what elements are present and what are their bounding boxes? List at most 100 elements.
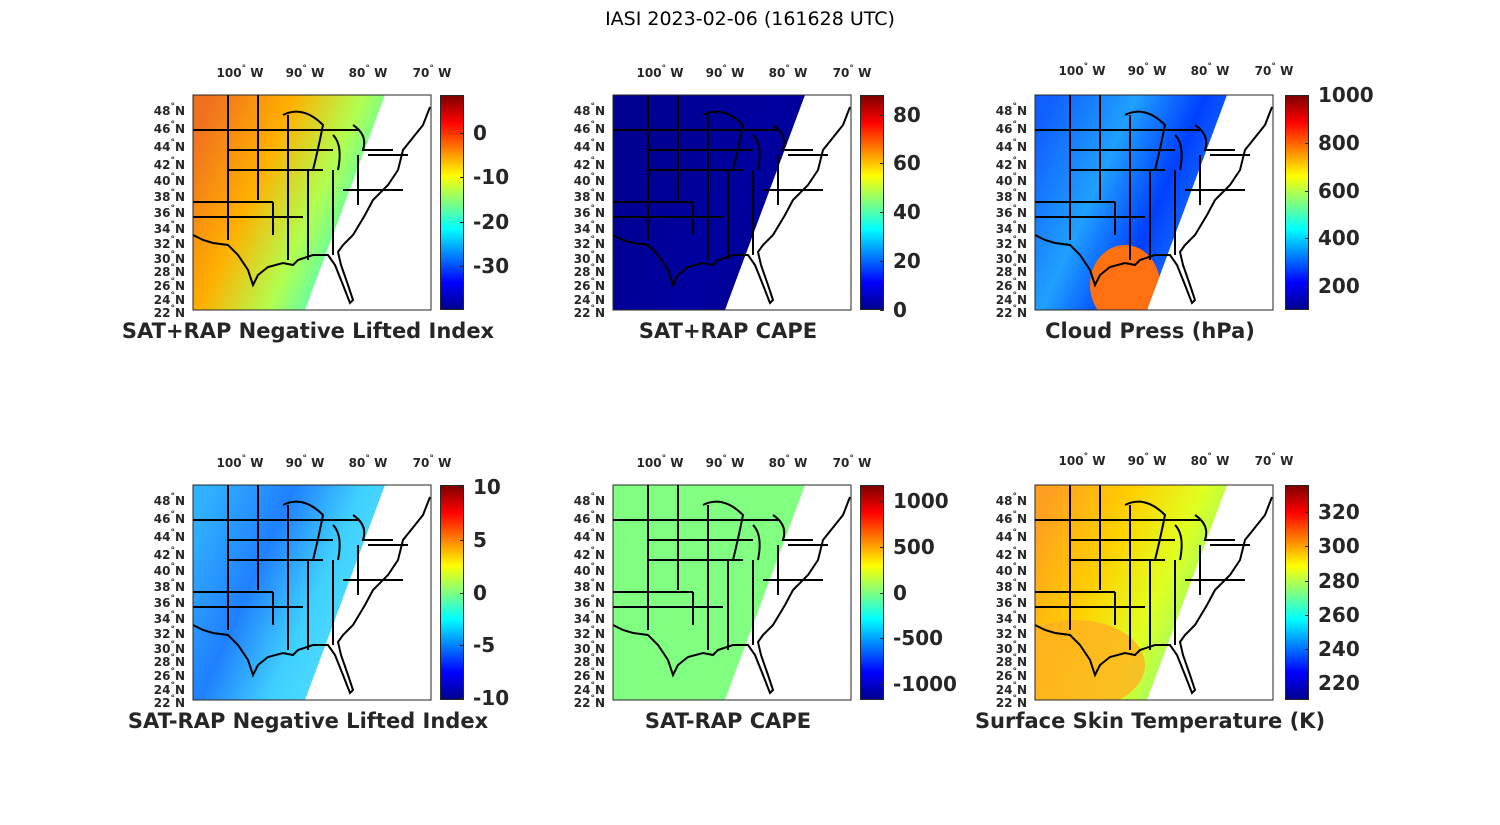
state-borders [612,485,851,695]
degree-symbol: ° [170,291,175,301]
degree-symbol: ° [1012,578,1017,588]
degree-symbol: ° [170,667,175,677]
latitude-label: 32°N [555,234,605,250]
degree-symbol: ° [1012,138,1017,148]
latitude-value: 40 [153,174,171,188]
degree-symbol: ° [590,204,595,214]
degree-symbol: ° [590,304,595,314]
latitude-value: 28 [573,265,591,279]
hemisphere: N [594,104,605,118]
degree-symbol: ° [170,562,175,572]
hemisphere: W [1153,454,1167,468]
hemisphere: W [374,456,388,470]
hemisphere: N [1016,655,1027,669]
hemisphere: N [174,494,185,508]
latitude-value: 46 [573,512,591,526]
colorbar-tick-label: 280 [1318,568,1360,593]
degree-symbol: ° [1083,62,1089,72]
latitude-label: 22°N [555,303,605,319]
longitude-label: 80° W [758,64,818,80]
hemisphere: N [594,174,605,188]
panel-title: SAT+RAP Negative Lifted Index [121,319,495,343]
degree-symbol: ° [590,220,595,230]
latitude-label: 24°N [135,680,185,696]
hemisphere: W [670,66,684,80]
degree-symbol: ° [1012,188,1017,198]
degree-symbol: ° [590,291,595,301]
latitude-value: 32 [573,237,591,251]
longitude-label: 90° W [1117,452,1177,468]
latitude-label: 38°N [977,187,1027,203]
longitude-label: 80° W [338,454,398,470]
axes-frame [1034,94,1274,311]
hemisphere: N [594,683,605,697]
latitude-value: 30 [995,252,1013,266]
latitude-value: 22 [573,306,591,320]
latitude-label: 40°N [977,171,1027,187]
hemisphere: N [1016,104,1027,118]
longitude-label: 70° W [402,454,462,470]
latitude-label: 26°N [555,666,605,682]
latitude-label: 36°N [977,593,1027,609]
latitude-value: 46 [995,122,1013,136]
colorbar-tick-label: 0 [893,298,907,322]
longitude-value: 90 [1127,64,1145,78]
latitude-label: 32°N [135,234,185,250]
latitude-value: 24 [573,293,591,307]
degree-symbol: ° [1012,546,1017,556]
hemisphere: N [1016,293,1027,307]
degree-symbol: ° [590,578,595,588]
colorbar-tick-mark [1305,580,1309,582]
latitude-value: 32 [995,627,1013,641]
degree-symbol: ° [590,188,595,198]
hemisphere: W [794,66,808,80]
degree-symbol: ° [170,102,175,112]
degree-symbol: ° [170,188,175,198]
degree-symbol: ° [1012,277,1017,287]
longitude-value: 100 [636,456,662,470]
latitude-label: 42°N [977,155,1027,171]
degree-symbol: ° [1271,452,1276,462]
latitude-value: 28 [153,265,171,279]
latitude-value: 44 [573,530,591,544]
degree-symbol: ° [170,235,175,245]
colorbar-tick-mark [880,114,884,116]
latitude-label: 36°N [555,593,605,609]
longitude-label: 80° W [338,64,398,80]
longitude-value: 80 [1190,64,1208,78]
latitude-label: 40°N [135,561,185,577]
colorbar-tick-label: -30 [473,253,510,278]
degree-symbol: ° [785,454,790,464]
degree-symbol: ° [590,667,595,677]
colorbar-tick-mark [1305,614,1309,616]
hemisphere: W [374,66,388,80]
hemisphere: W [1092,64,1106,78]
latitude-label: 32°N [977,624,1027,640]
latitude-label: 44°N [977,527,1027,543]
degree-symbol: ° [590,640,595,650]
colorbar-tick-mark [1305,190,1309,192]
hemisphere: N [1016,580,1027,594]
latitude-label: 34°N [555,219,605,235]
degree-symbol: ° [849,64,854,74]
longitude-value: 100 [636,66,662,80]
longitude-label: 100° W [1052,62,1112,78]
state-borders [1034,95,1273,305]
latitude-label: 32°N [135,624,185,640]
longitude-value: 80 [1190,454,1208,468]
hemisphere: N [174,580,185,594]
degree-symbol: ° [590,653,595,663]
high-cloud-pressure-region [1090,245,1160,310]
colorbar-tick-mark [460,645,464,647]
latitude-label: 24°N [977,680,1027,696]
longitude-label: 80° W [1180,62,1240,78]
hemisphere: N [594,265,605,279]
degree-symbol: ° [1012,304,1017,314]
latitude-value: 44 [995,530,1013,544]
degree-symbol: ° [1012,528,1017,538]
colorbar-tick-mark [1305,286,1309,288]
latitude-value: 30 [573,252,591,266]
hemisphere: N [174,655,185,669]
latitude-value: 28 [573,655,591,669]
latitude-label: 30°N [977,639,1027,655]
